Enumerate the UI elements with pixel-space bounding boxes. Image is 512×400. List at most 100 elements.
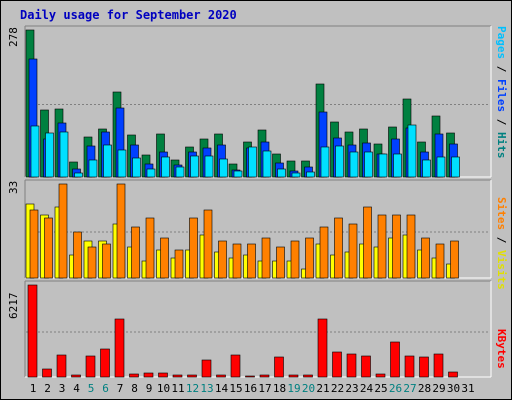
sites-bar bbox=[363, 206, 372, 279]
sites-bar bbox=[116, 183, 126, 279]
x-tick-label: 2 bbox=[44, 382, 51, 395]
sites-bar bbox=[406, 214, 416, 279]
x-tick-label: 24 bbox=[360, 382, 374, 395]
x-tick-label: 20 bbox=[302, 382, 315, 395]
pages-bar bbox=[117, 149, 127, 178]
pages-bar bbox=[378, 153, 388, 178]
top-legend-part: / bbox=[495, 112, 508, 132]
x-tick-label: 26 bbox=[389, 382, 402, 395]
top-legend-part: Files bbox=[495, 79, 508, 113]
x-tick-label: 30 bbox=[447, 382, 460, 395]
bottom-panel-max-label: 6217 bbox=[7, 292, 20, 320]
x-tick-label: 16 bbox=[244, 382, 257, 395]
pages-bar bbox=[436, 156, 446, 178]
kbytes-bar bbox=[100, 348, 110, 378]
kbytes-bar bbox=[245, 375, 255, 378]
pages-bar bbox=[30, 125, 40, 178]
pages-bar bbox=[175, 166, 185, 178]
sites-bar bbox=[305, 237, 314, 279]
sites-bar bbox=[58, 183, 68, 279]
sites-bar bbox=[319, 226, 329, 279]
pages-bar bbox=[393, 153, 402, 178]
kbytes-bar bbox=[433, 353, 444, 378]
kbytes-bar bbox=[375, 373, 386, 378]
bottom-panel-legend: KBytes bbox=[495, 329, 508, 369]
pages-bar bbox=[204, 155, 214, 178]
pages-bar bbox=[320, 146, 330, 178]
pages-bar bbox=[291, 172, 301, 178]
kbytes-bar bbox=[230, 354, 241, 378]
pages-bar bbox=[132, 157, 141, 178]
kbytes-bar bbox=[303, 374, 313, 378]
kbytes-bar bbox=[317, 318, 328, 378]
sites-bar bbox=[290, 240, 300, 279]
pages-bar bbox=[422, 159, 431, 178]
sites-bar bbox=[261, 237, 271, 279]
mid-legend-part: Visits bbox=[495, 250, 508, 290]
pages-bar bbox=[335, 145, 344, 178]
x-tick-label: 22 bbox=[331, 382, 344, 395]
pages-bar bbox=[59, 131, 69, 178]
sites-bar bbox=[102, 243, 111, 279]
x-tick-label: 1 bbox=[30, 382, 37, 395]
sites-bar bbox=[203, 209, 213, 279]
x-tick-label: 14 bbox=[215, 382, 229, 395]
kbytes-bar bbox=[42, 368, 52, 378]
sites-bar bbox=[276, 246, 285, 279]
pages-bar bbox=[88, 159, 98, 178]
sites-bar bbox=[348, 223, 358, 279]
sites-bar bbox=[450, 240, 459, 279]
x-tick-label: 28 bbox=[418, 382, 431, 395]
kbytes-bar bbox=[361, 355, 371, 378]
x-tick-label: 5 bbox=[88, 382, 95, 395]
pages-bar bbox=[407, 124, 417, 178]
x-tick-label: 13 bbox=[200, 382, 213, 395]
pages-bar bbox=[277, 168, 286, 178]
kbytes-bar bbox=[158, 372, 168, 378]
kbytes-bar bbox=[274, 356, 284, 378]
middle-panel-max-label: 33 bbox=[7, 180, 20, 194]
sites-bar bbox=[145, 217, 155, 279]
top-legend-part: Pages bbox=[495, 26, 508, 60]
x-tick-label: 10 bbox=[157, 382, 170, 395]
kbytes-bar bbox=[187, 374, 197, 378]
kbytes-bar bbox=[259, 374, 270, 378]
top-panel-legend: Pages / Files / Hits bbox=[495, 26, 508, 159]
x-tick-label: 3 bbox=[59, 382, 66, 395]
bot-legend-part: KBytes bbox=[495, 329, 508, 369]
pages-bar bbox=[306, 171, 315, 178]
x-tick-label: 31 bbox=[461, 382, 474, 395]
pages-bar bbox=[219, 158, 228, 178]
pages-bar bbox=[74, 172, 83, 178]
kbytes-bar bbox=[129, 373, 139, 378]
top-legend-part: / bbox=[495, 59, 508, 79]
kbytes-bar bbox=[71, 374, 81, 378]
pages-bar bbox=[103, 144, 112, 178]
sites-bar bbox=[189, 217, 198, 279]
x-tick-label: 6 bbox=[102, 382, 109, 395]
x-tick-label: 25 bbox=[374, 382, 387, 395]
sites-bar bbox=[421, 237, 430, 279]
pages-bar bbox=[364, 151, 373, 178]
pages-bar bbox=[248, 146, 257, 178]
kbytes-bar bbox=[114, 318, 125, 378]
x-tick-label: 17 bbox=[258, 382, 271, 395]
x-tick-label: 19 bbox=[287, 382, 300, 395]
kbytes-bar bbox=[201, 359, 212, 378]
pages-bar bbox=[451, 156, 460, 178]
sites-bar bbox=[29, 209, 39, 279]
x-tick-label: 11 bbox=[171, 382, 184, 395]
kbytes-bar bbox=[448, 371, 458, 378]
sites-bar bbox=[435, 243, 445, 279]
sites-bar bbox=[218, 240, 227, 279]
x-tick-label: 18 bbox=[273, 382, 286, 395]
pages-bar bbox=[262, 150, 272, 178]
x-tick-label: 12 bbox=[186, 382, 199, 395]
pages-bar bbox=[45, 132, 54, 178]
top-legend-part: Hits bbox=[495, 132, 508, 159]
sites-bar bbox=[160, 237, 169, 279]
kbytes-bar bbox=[143, 372, 154, 378]
sites-bar bbox=[73, 231, 82, 279]
mid-legend-part: Sites bbox=[495, 197, 508, 231]
